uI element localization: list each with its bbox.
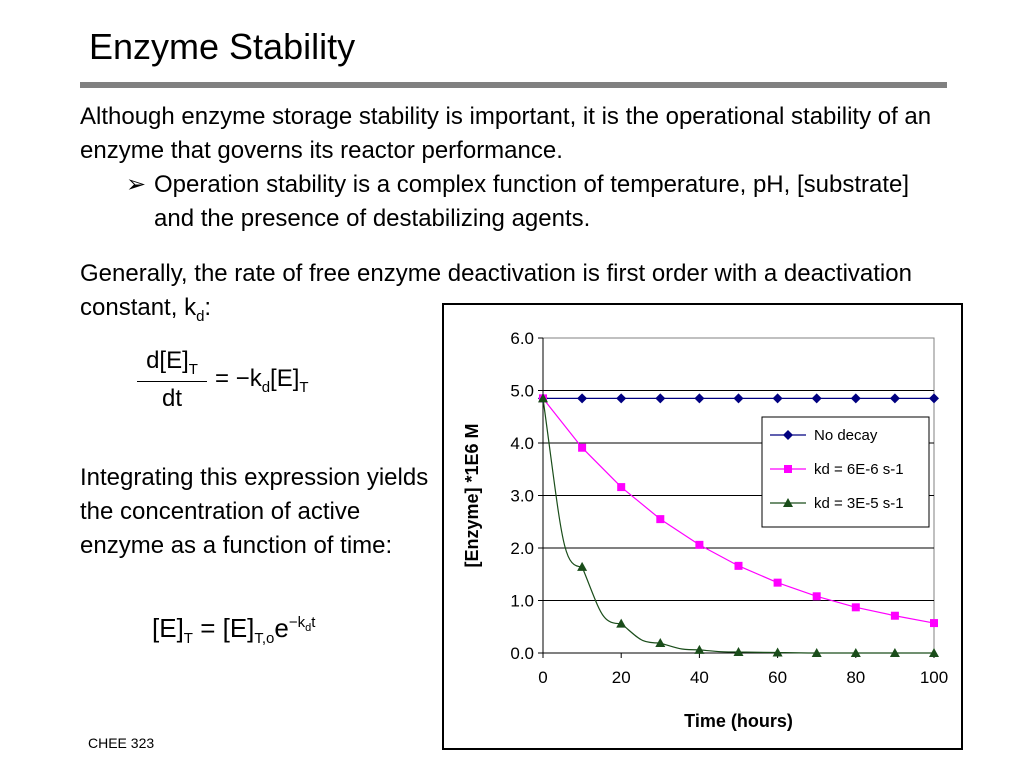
rhs-enzyme-subscript: T (299, 378, 309, 396)
x-tick-label: 0 (538, 668, 547, 687)
y-tick-label: 2.0 (510, 539, 534, 558)
data-point-series-3 (889, 648, 900, 657)
data-point-series-3 (929, 648, 939, 657)
data-point-series-2 (890, 611, 899, 620)
legend-marker (783, 498, 793, 507)
y-tick-label: 6.0 (510, 329, 534, 348)
eq2-initial-subscript: T,o (254, 630, 275, 648)
fraction-bar (137, 380, 207, 382)
legend-marker (784, 465, 792, 473)
deactivation-colon: : (204, 294, 212, 321)
data-point-series-2 (812, 592, 821, 601)
y-tick-label: 5.0 (510, 382, 534, 401)
exponent-kd: −k (288, 614, 306, 632)
rate-equation-rhs: = −kd[E]T (215, 365, 309, 396)
eq2-initial: = [E] (192, 613, 255, 643)
deactivation-paragraph: Generally, the rate of free enzyme deact… (80, 257, 940, 334)
data-point-series-1 (929, 393, 939, 404)
kd-subscript: d (196, 307, 205, 325)
y-tick-label: 4.0 (510, 434, 534, 453)
data-point-series-1 (733, 393, 744, 404)
data-point-series-2 (578, 443, 587, 452)
data-point-series-1 (616, 393, 627, 404)
rhs-enzyme: [E] (270, 365, 300, 392)
legend-label: No decay (814, 427, 878, 444)
data-point-series-3 (655, 638, 666, 648)
x-axis-label: Time (hours) (684, 711, 793, 731)
exponent-t: t (311, 614, 316, 632)
rhs-kd: = −k (215, 365, 262, 392)
x-tick-label: 100 (920, 668, 948, 687)
bullet-item: ➢ Operation stability is a complex funct… (126, 168, 926, 236)
deactivation-text: Generally, the rate of free enzyme deact… (80, 260, 912, 321)
series-line-3 (542, 398, 934, 654)
fraction-numerator: d[E]T (137, 347, 207, 378)
data-point-series-3 (577, 561, 588, 571)
fraction-denominator: dt (161, 384, 182, 412)
data-point-series-3 (850, 648, 861, 657)
x-tick-label: 20 (612, 668, 631, 687)
data-point-series-1 (694, 393, 705, 404)
data-point-series-3 (538, 393, 548, 403)
numerator-subscript: T (188, 360, 198, 378)
exponent-kd-subscript: d (305, 622, 312, 635)
rhs-kd-subscript: d (261, 378, 271, 396)
integration-paragraph: Integrating this expression yields the c… (80, 464, 429, 559)
rate-equation-fraction: d[E]T dt (137, 347, 207, 413)
data-point-series-3 (616, 618, 627, 628)
x-tick-label: 80 (846, 668, 865, 687)
data-point-series-2 (695, 540, 704, 549)
data-point-series-1 (655, 393, 666, 404)
bullet-text: Operation stability is a complex functio… (154, 171, 910, 232)
legend-label: kd = 3E-5 s-1 (814, 495, 904, 512)
data-point-series-1 (850, 393, 861, 404)
footer-course-code: CHEE 323 (88, 735, 155, 751)
data-point-series-2 (773, 578, 782, 587)
data-point-series-3 (811, 648, 822, 657)
x-tick-label: 40 (690, 668, 709, 687)
data-point-series-1 (889, 393, 900, 404)
data-point-series-2 (617, 483, 626, 492)
slide-title: Enzyme Stability (89, 26, 356, 67)
integrated-equation: [E]T = [E]T,oe−kdt (152, 613, 315, 647)
bullet-arrow-icon: ➢ (126, 171, 147, 198)
y-tick-label: 0.0 (510, 644, 534, 663)
title-divider (80, 82, 947, 88)
legend-marker (783, 430, 793, 440)
data-point-series-3 (772, 647, 783, 657)
data-point-series-1 (577, 393, 588, 404)
y-axis-label: [Enzyme] *1E6 M (462, 423, 482, 567)
data-point-series-3 (733, 646, 744, 656)
data-point-series-2 (656, 515, 665, 524)
x-tick-label: 60 (768, 668, 787, 687)
chart-frame: 0.0 1.0 2.0 3.0 4.0 5.0 6.0 0 20 40 60 80 100 Time (h… (442, 303, 963, 750)
numerator-text: d[E] (146, 347, 189, 374)
eq2-lhs: [E] (152, 613, 184, 643)
data-point-series-2 (851, 603, 860, 612)
data-point-series-3 (694, 644, 705, 654)
eq2-exponential: e (274, 613, 289, 643)
enzyme-decay-chart: 0.0 1.0 2.0 3.0 4.0 5.0 6.0 0 20 40 60 80 100 Time (h… (462, 329, 948, 731)
data-point-series-2 (734, 561, 743, 570)
eq2-exponent: −kdt (288, 614, 316, 635)
intro-paragraph: Although enzyme storage stability is imp… (80, 103, 932, 164)
eq2-lhs-subscript: T (183, 630, 193, 648)
data-point-series-1 (772, 393, 783, 404)
legend-label: kd = 6E-6 s-1 (814, 461, 904, 478)
y-tick-label: 3.0 (510, 487, 534, 506)
data-point-series-2 (930, 619, 938, 628)
y-tick-label: 1.0 (510, 592, 534, 611)
data-point-series-1 (811, 393, 822, 404)
